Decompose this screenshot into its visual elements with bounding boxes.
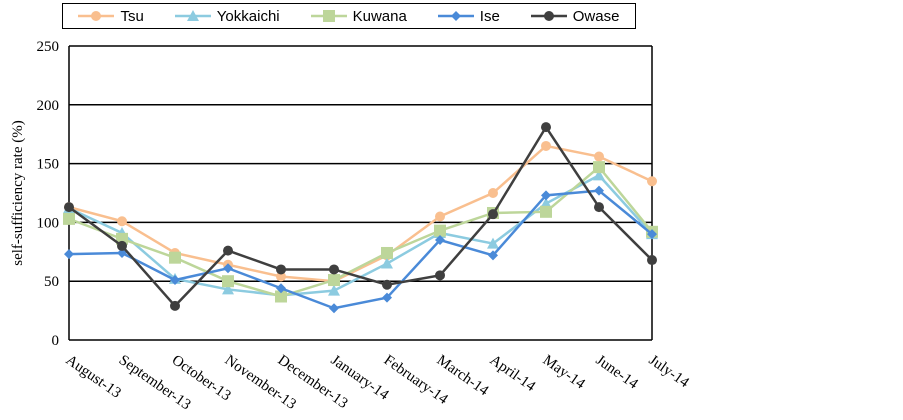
data-point [594,185,604,196]
data-point [487,237,499,249]
y-axis-label: self-sufficiency rate (%) [10,120,26,265]
data-point [117,216,127,227]
data-point [593,169,605,181]
legend-swatch [530,11,567,21]
data-point [594,202,604,213]
y-tick-label: 100 [37,215,60,231]
series-tsu [64,140,657,287]
data-point [328,284,340,296]
series-line [68,144,653,283]
data-point [488,188,498,198]
legend-item: Kuwana [310,7,407,25]
data-point [434,224,446,237]
data-point [435,235,445,246]
data-point [540,205,552,218]
data-point [63,212,75,225]
data-point [541,190,551,201]
data-point [222,275,234,288]
data-point [488,209,498,220]
data-point [64,202,74,213]
data-point [116,232,128,245]
data-point [275,290,287,303]
data-point [223,245,233,256]
legend-item: Owase [530,7,620,25]
data-point [541,140,551,151]
data-point [435,211,445,222]
y-tick-label: 250 [37,39,60,55]
legend-item: Tsu [78,7,144,25]
data-point [647,176,657,187]
data-point [381,257,393,269]
legend-swatch [78,11,115,21]
y-tick-label: 150 [37,157,60,173]
data-point [488,250,498,261]
data-point [647,229,657,240]
series-line [68,189,653,310]
legend-label: Owase [572,7,620,25]
legend-label: Ise [479,7,500,25]
data-point [328,274,340,287]
data-point [169,251,181,264]
data-point [276,283,286,294]
y-tick-label: 0 [52,333,60,349]
legend-swatch [310,10,347,22]
x-tick-label: June-14 [593,352,641,393]
series-line [68,124,653,308]
x-tick-label: August-13 [63,352,124,401]
legend: Tsu Yokkaichi Kuwana Ise Owase [62,3,636,29]
data-point [222,283,234,295]
data-point [64,249,74,260]
data-point [276,264,286,275]
data-point [593,161,605,174]
data-point [594,151,604,162]
data-point [647,255,657,266]
series-line [68,165,653,298]
x-tick-label: April-14 [487,352,539,395]
data-point [223,263,233,274]
data-point [381,246,393,259]
data-point [450,11,461,21]
data-point [276,271,286,282]
data-point [117,240,127,251]
legend-item: Yokkaichi [174,7,280,25]
legend-item: Ise [437,7,500,25]
data-point [329,264,339,275]
data-point [186,10,199,21]
data-point [541,122,551,133]
data-point [382,292,392,303]
x-tick-label: July-14 [646,352,692,391]
data-point [435,270,445,281]
series-ise [64,185,657,314]
x-tick-label: May-14 [540,352,588,393]
legend-label: Tsu [120,7,144,25]
data-point [322,10,335,22]
legend-swatch [174,10,211,21]
data-point [382,279,392,290]
y-tick-label: 50 [44,274,59,290]
data-point [170,300,180,311]
data-point [170,275,180,286]
data-point [329,303,339,314]
y-tick-label: 200 [37,98,60,114]
data-point [91,11,102,21]
legend-label: Yokkaichi [216,7,280,25]
series-owase [64,122,657,311]
data-point [543,11,554,21]
legend-swatch [437,11,474,21]
legend-label: Kuwana [352,7,407,25]
